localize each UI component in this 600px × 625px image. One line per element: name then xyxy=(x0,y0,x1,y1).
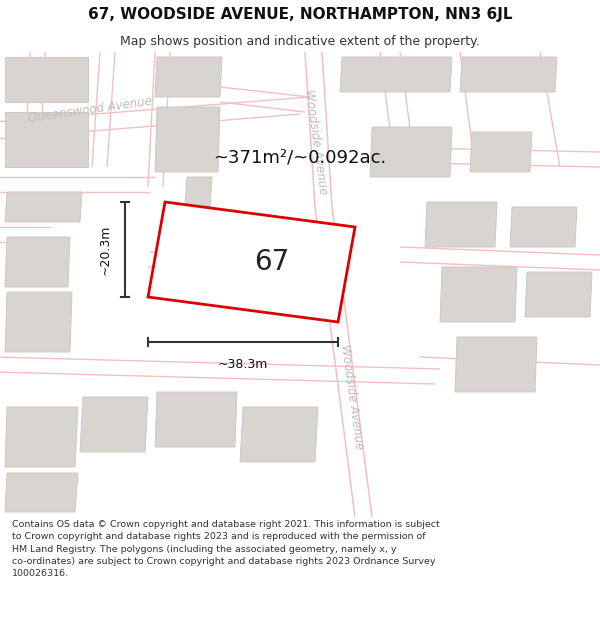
Text: 67: 67 xyxy=(254,248,289,276)
Polygon shape xyxy=(5,473,78,512)
Polygon shape xyxy=(440,267,517,322)
Polygon shape xyxy=(148,202,355,322)
Text: Contains OS data © Crown copyright and database right 2021. This information is : Contains OS data © Crown copyright and d… xyxy=(12,520,440,578)
Polygon shape xyxy=(155,107,220,172)
Polygon shape xyxy=(5,112,88,167)
Text: ~38.3m: ~38.3m xyxy=(218,357,268,371)
Polygon shape xyxy=(155,57,222,97)
Polygon shape xyxy=(5,237,70,287)
Text: Woodside Avenue: Woodside Avenue xyxy=(302,89,330,196)
Polygon shape xyxy=(370,127,452,177)
Polygon shape xyxy=(455,337,537,392)
Polygon shape xyxy=(240,407,318,462)
Polygon shape xyxy=(470,132,532,172)
Text: Woodside Avenue: Woodside Avenue xyxy=(338,344,366,451)
Polygon shape xyxy=(155,392,237,447)
Polygon shape xyxy=(460,57,557,92)
Text: 67, WOODSIDE AVENUE, NORTHAMPTON, NN3 6JL: 67, WOODSIDE AVENUE, NORTHAMPTON, NN3 6J… xyxy=(88,7,512,22)
Text: Queenswood Avenue: Queenswood Avenue xyxy=(28,94,152,124)
Polygon shape xyxy=(5,292,72,352)
Polygon shape xyxy=(510,207,577,247)
Text: Map shows position and indicative extent of the property.: Map shows position and indicative extent… xyxy=(120,35,480,48)
Polygon shape xyxy=(525,272,592,317)
Polygon shape xyxy=(5,57,88,102)
Polygon shape xyxy=(5,192,82,222)
Polygon shape xyxy=(340,57,452,92)
Polygon shape xyxy=(425,202,497,247)
Text: ~20.3m: ~20.3m xyxy=(98,224,112,275)
Polygon shape xyxy=(185,177,212,207)
Text: ~371m²/~0.092ac.: ~371m²/~0.092ac. xyxy=(214,148,386,166)
Polygon shape xyxy=(5,407,78,467)
Polygon shape xyxy=(80,397,148,452)
